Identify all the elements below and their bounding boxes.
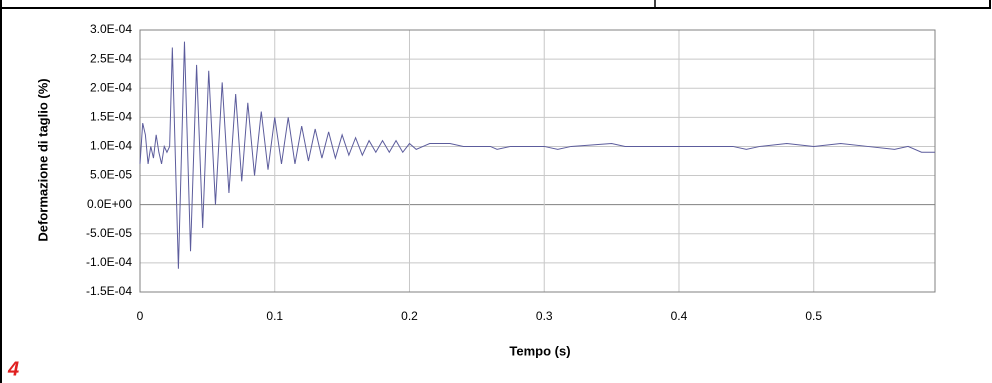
y-tick-label: -5.0E-05 bbox=[86, 226, 132, 240]
y-tick-label: -1.0E-04 bbox=[86, 255, 132, 269]
y-tick-label: -1.5E-04 bbox=[86, 284, 132, 298]
y-tick-label: 2.0E-04 bbox=[90, 80, 132, 94]
x-tick-label: 0.1 bbox=[266, 309, 283, 323]
plot-border bbox=[139, 29, 936, 293]
y-tick-label: 1.5E-04 bbox=[90, 110, 132, 124]
x-tick-label: 0.5 bbox=[805, 309, 822, 323]
x-tick-label: 0.2 bbox=[401, 309, 418, 323]
y-axis-title: Deformazione di taglio (%) bbox=[35, 78, 50, 241]
y-tick-label: 5.0E-05 bbox=[90, 168, 132, 182]
y-tick-label: 1.0E-04 bbox=[90, 139, 132, 153]
data-line bbox=[139, 41, 935, 269]
x-axis-title: Tempo (s) bbox=[509, 343, 570, 358]
y-tick-label: 0.0E+00 bbox=[87, 197, 132, 211]
x-tick-label: 0.4 bbox=[671, 309, 688, 323]
x-tick-label: 0.3 bbox=[536, 309, 553, 323]
y-tick-label: 3.0E-04 bbox=[90, 22, 132, 36]
page-label: 4 bbox=[7, 358, 19, 380]
y-tick-label: 2.5E-04 bbox=[90, 51, 132, 65]
x-tick-label: 0 bbox=[137, 309, 144, 323]
